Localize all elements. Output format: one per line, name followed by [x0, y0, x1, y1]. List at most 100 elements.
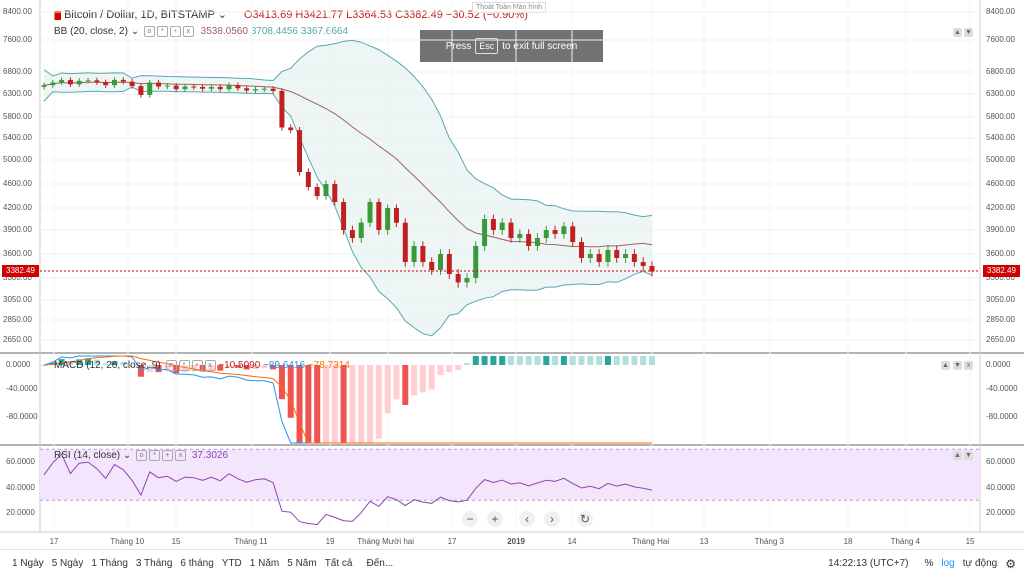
macd-histogram-bar: [164, 365, 171, 372]
macd-hist-value: −10.5090: [218, 360, 261, 372]
macd-histogram-bar: [287, 365, 294, 418]
scroll-right-button[interactable]: ›: [544, 511, 560, 527]
macd-histogram-bar: [278, 365, 285, 400]
candle-body: [156, 82, 162, 87]
macd-pane-up-button[interactable]: ▲: [941, 361, 950, 370]
goto-button[interactable]: Đến...: [366, 558, 394, 569]
candle-body: [482, 219, 488, 246]
candle-body: [402, 222, 408, 262]
time-tick-label: Tháng 11: [234, 537, 268, 546]
price-tick-label: 5000.00: [986, 155, 1015, 164]
range-button[interactable]: 6 tháng: [180, 558, 214, 569]
range-button[interactable]: 5 Ngày: [51, 558, 84, 569]
eye-icon[interactable]: o: [143, 26, 155, 37]
chart-canvas[interactable]: [0, 0, 1024, 549]
macd-histogram-bar: [93, 359, 100, 365]
eye-icon[interactable]: o: [165, 360, 177, 371]
macd-histogram-bar: [596, 356, 603, 365]
gear-icon[interactable]: ⚙: [1005, 556, 1016, 571]
candle-body: [570, 226, 576, 242]
macd-histogram-bar: [76, 359, 83, 365]
close-icon[interactable]: x: [175, 450, 187, 461]
rsi-pane-up-button[interactable]: ▲: [953, 451, 962, 460]
chevron-down-icon[interactable]: ⌄: [130, 26, 140, 38]
pane-up-button[interactable]: ▲: [953, 28, 962, 37]
chevron-down-icon[interactable]: ⌄: [122, 450, 132, 462]
add-icon[interactable]: +: [191, 360, 203, 371]
candle-body: [208, 86, 214, 89]
macd-histogram-bar: [314, 365, 321, 443]
candle-body: [455, 274, 461, 283]
macd-histogram-bar: [411, 365, 418, 396]
rsi-tick-label: 40.0000: [986, 483, 1015, 492]
rsi-pane-down-button[interactable]: ▼: [964, 451, 973, 460]
candle-body: [543, 230, 549, 238]
settings-icon[interactable]: *: [178, 360, 190, 371]
range-button[interactable]: 1 Tháng: [91, 558, 128, 569]
time-tick-label: Tháng 10: [110, 537, 145, 546]
candle-body: [305, 172, 311, 187]
candle-body: [252, 89, 258, 91]
bb-basis-line: [43, 81, 653, 248]
toast-press: Press: [445, 40, 472, 52]
macd-histogram-bar: [631, 356, 638, 365]
macd-histogram-bar: [85, 358, 92, 365]
range-button[interactable]: 1 Năm: [249, 558, 280, 569]
bb-upper: 3708.4456: [250, 26, 298, 38]
macd-histogram-bar: [129, 365, 136, 367]
price-tick-label: 5800.00: [986, 112, 1015, 121]
chevron-down-icon[interactable]: ⌄: [217, 9, 227, 21]
price-tick-label: 5800.00: [3, 112, 32, 121]
range-button[interactable]: Tất cả: [324, 558, 353, 569]
macd-value: −89.6416: [263, 360, 306, 372]
macd-pane-close-button[interactable]: x: [964, 361, 973, 370]
macd-label: MACD (12, 26, close, 9): [54, 360, 161, 372]
auto-toggle[interactable]: tự động: [962, 558, 998, 569]
settings-icon[interactable]: *: [156, 26, 168, 37]
range-button[interactable]: 5 Năm: [287, 558, 317, 569]
candle-body: [596, 254, 602, 262]
zoom-in-button[interactable]: +: [487, 511, 503, 527]
macd-pane-down-button[interactable]: ▼: [953, 361, 962, 370]
bb-lower-line: [43, 86, 653, 337]
rsi-legend[interactable]: RSI (14, close) ⌄ o * + x 37.3026: [54, 450, 228, 461]
macd-histogram-bar: [375, 365, 382, 439]
range-button[interactable]: 3 Tháng: [135, 558, 173, 569]
add-icon[interactable]: +: [162, 450, 174, 461]
macd-histogram-bar: [190, 365, 197, 371]
add-icon[interactable]: +: [169, 26, 181, 37]
rsi-tick-label: 20.0000: [6, 508, 35, 517]
candle-body: [561, 226, 567, 234]
rsi-label: RSI (14, close): [54, 450, 121, 462]
macd-legend[interactable]: MACD (12, 26, close, 9) o * + x −10.5090 −8…: [54, 360, 350, 371]
settings-icon[interactable]: *: [149, 450, 161, 461]
macd-signal-line: [43, 355, 652, 444]
range-button[interactable]: YTD: [221, 558, 242, 569]
macd-histogram-bar: [569, 356, 576, 365]
macd-histogram-bar: [296, 365, 303, 443]
macd-histogram-bar: [419, 365, 426, 393]
macd-histogram-bar: [199, 365, 206, 372]
percent-toggle[interactable]: %: [924, 558, 934, 569]
close-icon[interactable]: x: [182, 26, 194, 37]
range-button[interactable]: 1 Ngày: [12, 558, 44, 569]
macd-histogram-bar: [226, 365, 233, 368]
log-toggle[interactable]: log: [941, 558, 955, 569]
price-tick-label: 6300.00: [3, 89, 32, 98]
eye-icon[interactable]: o: [136, 450, 148, 461]
candle-body: [358, 222, 364, 238]
close-icon[interactable]: x: [204, 360, 216, 371]
candle-body: [332, 184, 338, 202]
bb-legend[interactable]: BB (20, close, 2) ⌄ o * + x 3538.0560 3708.…: [54, 26, 348, 37]
candle-body: [349, 230, 355, 238]
zoom-out-button[interactable]: −: [462, 511, 478, 527]
clock[interactable]: 14:22:13 (UTC+7): [828, 558, 909, 569]
pane-down-button[interactable]: ▼: [964, 28, 973, 37]
price-tick-label: 3300.00: [3, 273, 32, 282]
macd-histogram-bar: [305, 365, 312, 443]
reset-icon[interactable]: ↻: [577, 511, 593, 527]
scroll-left-button[interactable]: ‹: [519, 511, 535, 527]
macd-histogram-bar: [102, 363, 109, 365]
rsi-tick-label: 40.0000: [6, 483, 35, 492]
macd-histogram-bar: [252, 365, 259, 370]
